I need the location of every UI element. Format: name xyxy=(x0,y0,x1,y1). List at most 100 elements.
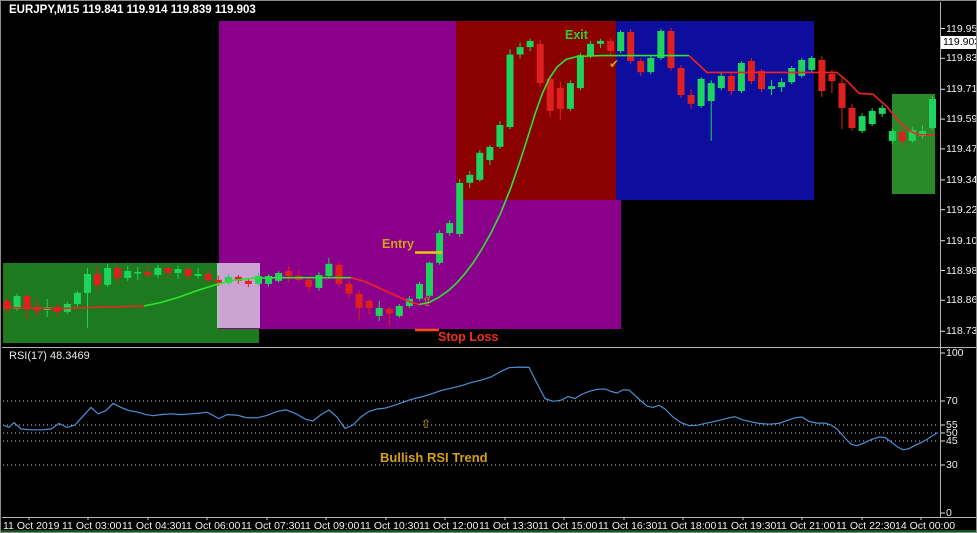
rsi-trend-annotation: Bullish RSI Trend xyxy=(380,450,488,465)
candle-body xyxy=(3,301,11,309)
rsi-axis-label: 45 xyxy=(946,434,958,447)
candle-body xyxy=(516,47,524,55)
candle-body xyxy=(929,99,936,128)
candle-body xyxy=(476,152,484,180)
candle-body xyxy=(124,271,132,278)
candle-body xyxy=(737,63,745,91)
candle-body xyxy=(355,293,363,308)
candle-body xyxy=(204,274,212,280)
stop-loss-annotation: Stop Loss xyxy=(438,330,499,344)
time-axis-label: 11 Oct 21:00 xyxy=(776,520,836,532)
price-axis-label: 119.835 xyxy=(946,52,977,65)
rsi-line xyxy=(2,366,939,451)
candle-body xyxy=(114,268,122,278)
time-axis-label: 11 Oct 2019 xyxy=(3,520,60,532)
rsi-axis-label: 70 xyxy=(946,394,958,407)
candle-body xyxy=(13,296,21,309)
price-axis-label: 118.980 xyxy=(946,264,977,277)
price-axis-label: 119.100 xyxy=(946,234,977,247)
candle-body xyxy=(395,306,403,316)
candle-body xyxy=(697,78,705,106)
candle-body xyxy=(727,75,735,91)
candle-body xyxy=(234,276,242,281)
time-axis-label: 11 Oct 18:00 xyxy=(657,520,717,532)
candle-body xyxy=(798,60,806,76)
candle-body xyxy=(758,70,765,89)
candle-body xyxy=(556,88,564,109)
ma-segment xyxy=(2,305,145,310)
chart-title-ohlc: EURJPY,M15 119.841 119.914 119.839 119.9… xyxy=(9,4,256,16)
candle-body xyxy=(687,95,695,104)
candle-body xyxy=(878,107,886,114)
candle-body xyxy=(416,283,423,299)
time-axis-label: 11 Oct 13:30 xyxy=(479,520,539,532)
candle-body xyxy=(627,32,635,61)
rsi-pane: ⇧ xyxy=(2,366,939,466)
candle-body xyxy=(898,132,906,141)
candle-body xyxy=(255,276,262,284)
price-axis-label: 119.225 xyxy=(946,203,977,216)
candle-body xyxy=(365,300,373,308)
trade-markers: ⇧✔ xyxy=(415,57,619,332)
candle-body xyxy=(315,275,323,288)
candle-body xyxy=(345,283,353,294)
candle-body xyxy=(244,280,252,284)
pane-frame xyxy=(2,2,976,520)
candle-body xyxy=(224,276,232,283)
rsi-axis-label: 100 xyxy=(946,346,964,359)
price-axis-label: 119.470 xyxy=(946,142,977,155)
consolidation-zone-blue xyxy=(616,21,814,200)
candle-body xyxy=(838,83,846,108)
price-axis-label: 119.590 xyxy=(946,112,977,125)
candle-body xyxy=(385,308,393,314)
candle-body xyxy=(536,43,544,84)
candle-body xyxy=(426,262,433,296)
candle-body xyxy=(214,279,222,283)
highlight-box xyxy=(217,263,260,328)
price-axis-label: 119.345 xyxy=(946,173,977,186)
ma-segment xyxy=(418,54,689,306)
candle-body xyxy=(828,73,836,82)
rsi-axis-label: 55 xyxy=(946,418,958,431)
exit-annotation: Exit xyxy=(565,28,588,42)
time-axis-label: 11 Oct 09:00 xyxy=(300,520,360,532)
candle-body xyxy=(174,269,182,273)
candle-body xyxy=(154,268,162,275)
price-axis-label: 118.860 xyxy=(946,294,977,307)
candle-body xyxy=(73,292,81,304)
candle-body xyxy=(848,107,856,128)
time-axis-label: 11 Oct 16:30 xyxy=(598,520,658,532)
time-axis-label: 11 Oct 19:30 xyxy=(717,520,777,532)
time-axis-label: 11 Oct 07:30 xyxy=(241,520,301,532)
candle-body xyxy=(486,146,494,161)
candle-body xyxy=(647,58,655,73)
candle-body xyxy=(808,58,816,70)
time-axis-label: 11 Oct 12:00 xyxy=(419,520,479,532)
ma-segment xyxy=(350,276,420,306)
rsi-axis-label: 0 xyxy=(946,506,952,519)
candle-body xyxy=(717,75,725,89)
time-axis-label: 11 Oct 10:30 xyxy=(360,520,420,532)
candle-body xyxy=(707,83,715,101)
candle-body xyxy=(305,279,313,287)
price-axis-label: 119.710 xyxy=(946,83,977,96)
candle-body xyxy=(446,223,454,233)
time-axis-label: 11 Oct 15:00 xyxy=(538,520,598,532)
candle-body xyxy=(858,116,866,131)
candle-body xyxy=(144,272,152,275)
demand-zone-right xyxy=(892,94,935,194)
time-axis-label: 11 Oct 22:30 xyxy=(836,520,896,532)
candle-body xyxy=(53,307,61,312)
candle-body xyxy=(94,274,101,285)
entry-up-arrow-icon: ⇧ xyxy=(422,295,433,310)
window-bottom-strip xyxy=(1,530,976,532)
candle-body xyxy=(265,276,273,284)
candle-body xyxy=(818,60,826,91)
candle-body xyxy=(164,268,172,273)
candle-body xyxy=(637,61,645,73)
entry-annotation: Entry xyxy=(382,237,414,251)
time-axis-label: 11 Oct 06:00 xyxy=(181,520,241,532)
candle-body xyxy=(506,54,514,128)
candle-body xyxy=(919,131,926,136)
